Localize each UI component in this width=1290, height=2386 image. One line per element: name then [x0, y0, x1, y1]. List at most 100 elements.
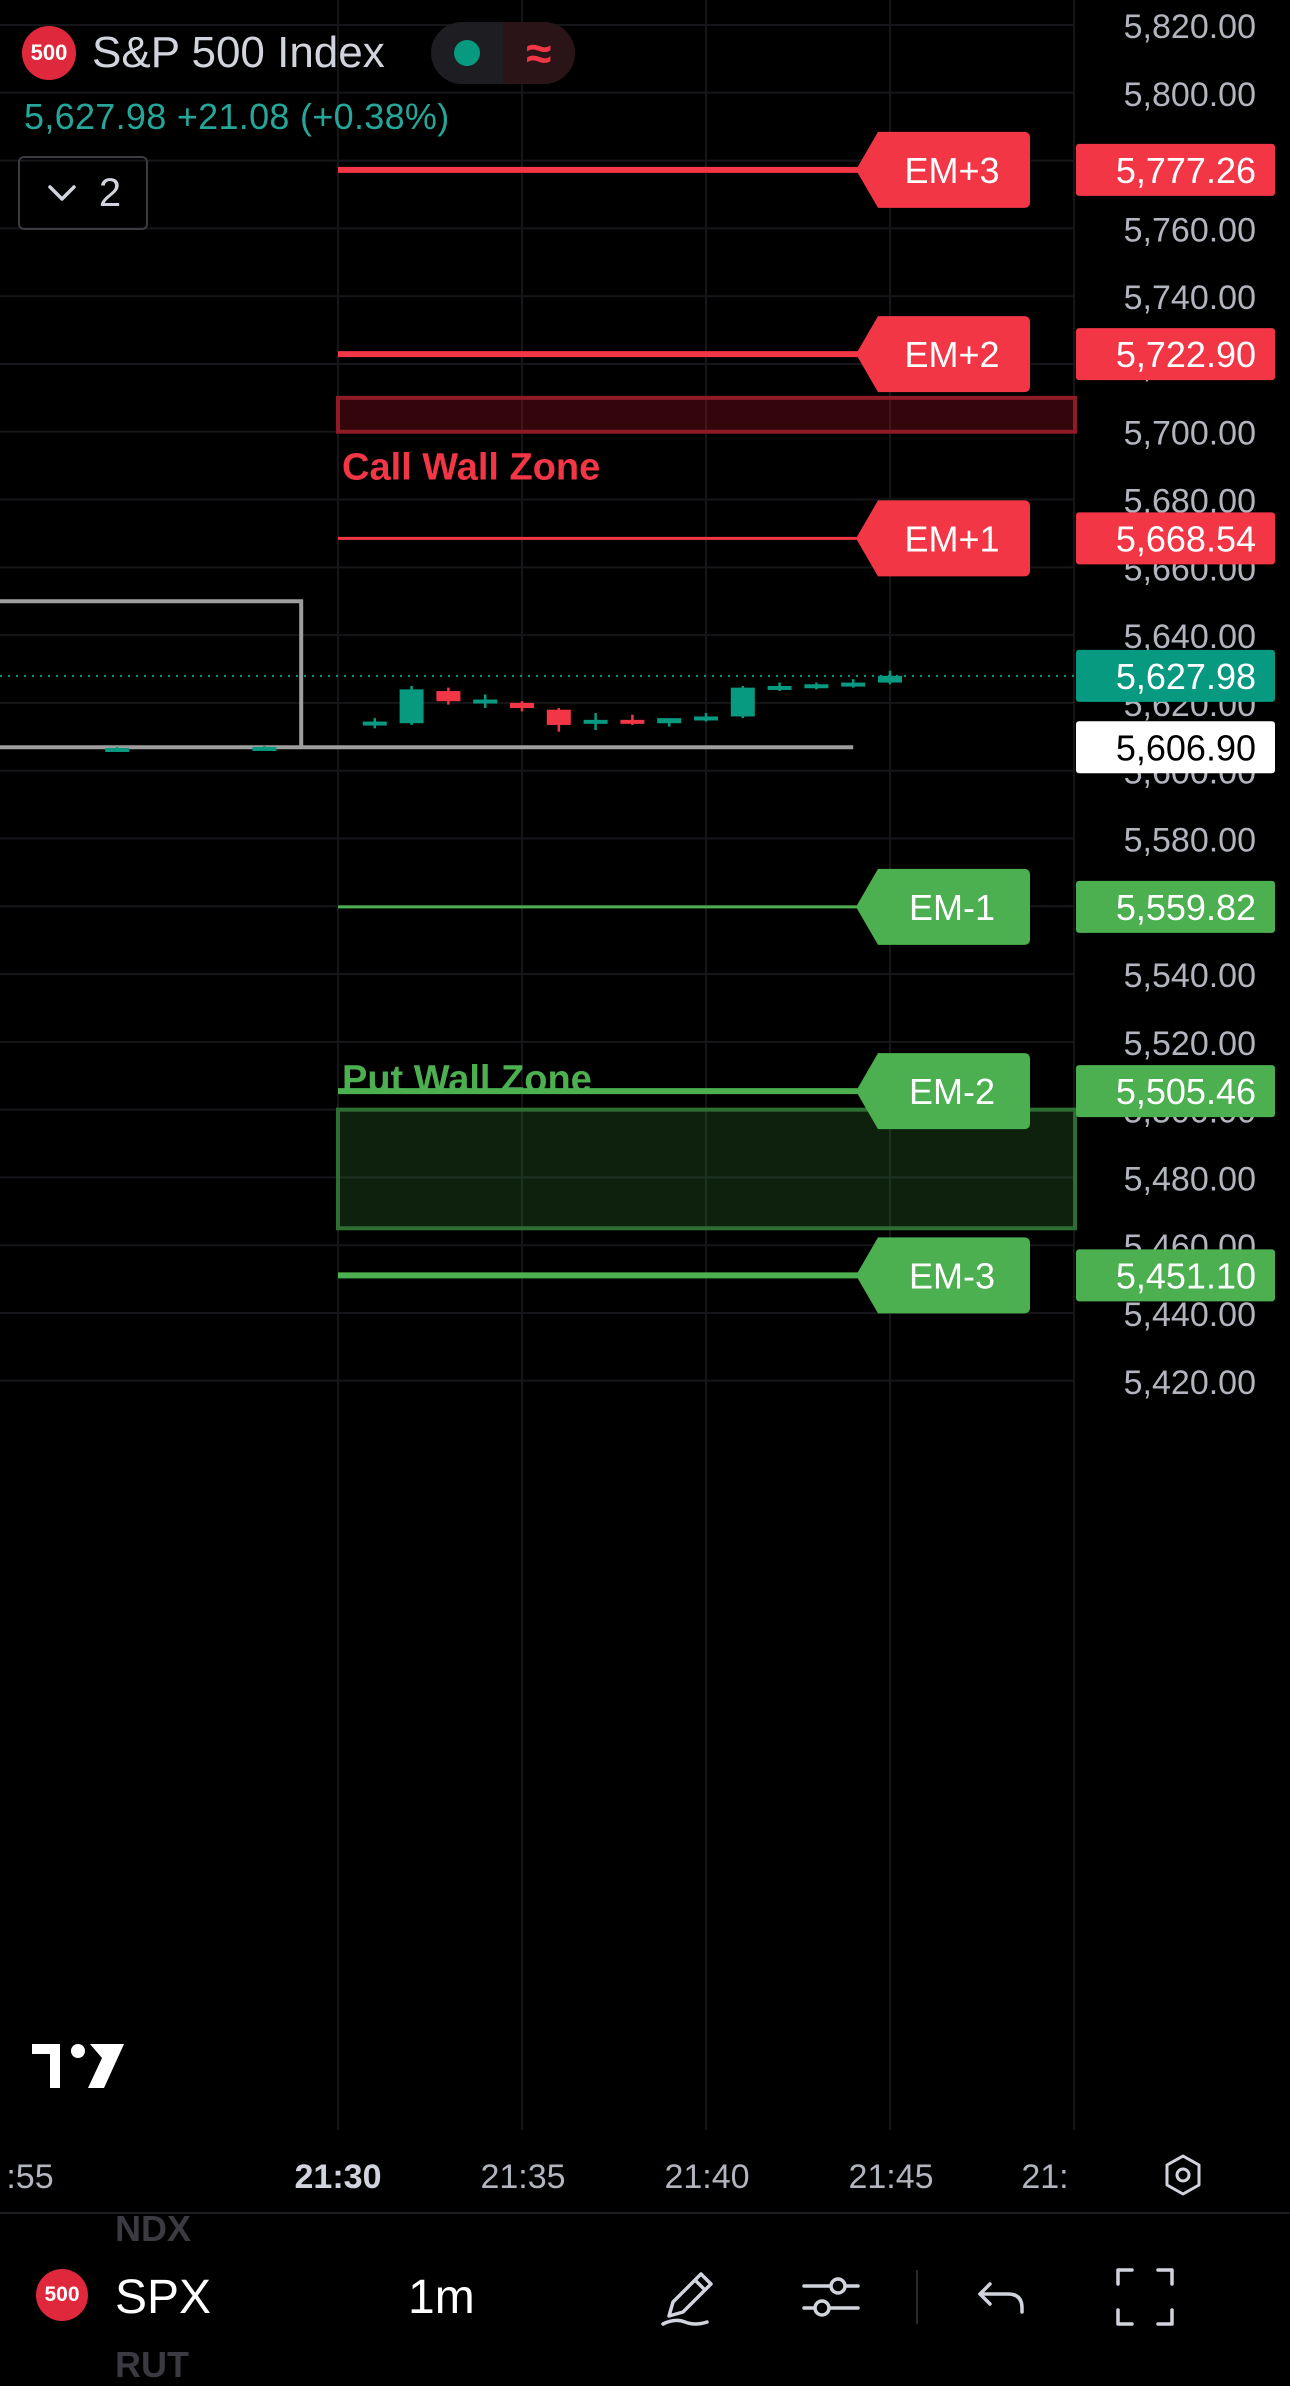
time-tick-label: 21:30 — [295, 2158, 382, 2196]
symbol-selector[interactable]: SPX — [115, 2271, 212, 2324]
level-price-badge-em+2: 5,722.90 — [1076, 328, 1275, 381]
candle — [583, 713, 608, 731]
symbol-badge[interactable]: 500 — [22, 26, 76, 80]
level-price-badge-em-2: 5,505.46 — [1076, 1065, 1275, 1118]
level-tag-em-3: EM-3 — [856, 1237, 1030, 1314]
marked-price-badge-text: 5,606.90 — [1116, 727, 1256, 768]
price-tick-label: 5,420.00 — [1124, 1364, 1256, 1402]
level-price-badge-em-2-bg — [1076, 1065, 1275, 1118]
tradingview-logo-icon[interactable] — [32, 2040, 132, 2090]
candle-body — [620, 719, 645, 724]
price-tick-label: 5,640.00 — [1124, 618, 1256, 656]
level-tag-em-1: EM-1 — [856, 868, 1030, 945]
marked-price-badge: 5,606.90 — [1076, 721, 1275, 774]
level-price-badge-em+2-bg — [1076, 328, 1275, 381]
level-tag-shape — [856, 868, 1030, 945]
candles — [105, 670, 902, 752]
price-tick-label: 5,760.00 — [1124, 211, 1256, 249]
candle — [252, 745, 277, 751]
candle — [804, 682, 829, 690]
level-price-badge-em+3-text: 5,777.26 — [1116, 150, 1256, 191]
interval-selector[interactable]: 1m — [408, 2271, 475, 2324]
candle — [105, 746, 130, 752]
candle-body — [252, 746, 277, 751]
candle — [620, 714, 645, 725]
indicators-collapse-button[interactable]: 2 — [18, 156, 148, 230]
call-wall-label: Call Wall Zone — [342, 447, 600, 489]
price-tick-label: 5,740.00 — [1124, 279, 1256, 317]
level-tag-label: EM-3 — [909, 1255, 995, 1296]
em-levels: EM+3 EM+2 EM+1 EM-1 EM-2 EM-3 — [338, 131, 1030, 1314]
candle — [399, 685, 424, 725]
level-price-badge-em-1: 5,559.82 — [1076, 880, 1275, 933]
level-tag-label: EM+2 — [904, 334, 999, 375]
candle-body — [399, 689, 424, 724]
last-price-badge-text: 5,627.98 — [1116, 656, 1256, 697]
time-axis[interactable]: :55 21:30 21:35 21:40 21:45 21: — [6, 2158, 1068, 2196]
put-wall-zone — [336, 1107, 1077, 1231]
level-price-badge-em-1-bg — [1076, 880, 1275, 933]
price-tick-label: 5,540.00 — [1124, 957, 1256, 995]
level-price-badge-em-2-text: 5,505.46 — [1116, 1071, 1256, 1112]
toolbar-separator — [916, 2270, 918, 2324]
candle-body — [841, 682, 866, 687]
candle — [436, 687, 461, 705]
level-price-badge-em+1-bg — [1076, 512, 1275, 565]
candle — [546, 707, 571, 732]
undo-icon[interactable] — [968, 2264, 1034, 2330]
level-tag-shape — [856, 1053, 1030, 1130]
time-tick-label: 21:35 — [480, 2158, 565, 2196]
put-wall-label: Put Wall Zone — [342, 1059, 592, 1101]
market-status-pill[interactable]: ≈ — [430, 22, 575, 84]
level-tag-label: EM+1 — [904, 518, 999, 559]
price-chart[interactable]: Call Wall Zone Put Wall Zone EM+3 EM+2 EM+1… — [0, 0, 1290, 2210]
pencil-icon[interactable] — [655, 2264, 721, 2330]
candle — [473, 694, 498, 708]
last-price-badge: 5,627.98 — [1076, 649, 1275, 702]
bottom-toolbar: NDX RUT 500 SPX 1m — [0, 2208, 1290, 2385]
level-price-badge-em+1: 5,668.54 — [1076, 512, 1275, 565]
level-price-badge-em+1-text: 5,668.54 — [1116, 518, 1256, 559]
time-tick-label: 21:40 — [664, 2158, 749, 2196]
fullscreen-icon[interactable] — [1112, 2264, 1178, 2330]
price-tick-label: 5,440.00 — [1124, 1296, 1256, 1334]
time-tick-label: 21:45 — [848, 2158, 933, 2196]
candle-body — [694, 716, 718, 721]
candle — [730, 685, 755, 719]
candle-body — [804, 684, 829, 689]
last-price-badge-bg — [1076, 649, 1275, 702]
symbol-title[interactable]: S&P 500 Index — [92, 28, 385, 77]
chart-settings-icon[interactable] — [1160, 2152, 1206, 2198]
candle — [510, 701, 534, 712]
level-price-badge-em+3-bg — [1076, 143, 1275, 196]
symbol-badge[interactable]: 500 — [36, 2269, 88, 2321]
candle-body — [510, 702, 534, 708]
price-axis[interactable]: 5,820.005,800.005,780.005,760.005,740.00… — [1076, 8, 1275, 1402]
level-price-badge-em-3-bg — [1076, 1249, 1275, 1302]
price-quote: 5,627.98 +21.08 (+0.38%) — [24, 96, 450, 137]
level-tag-em+1: EM+1 — [856, 500, 1030, 577]
level-price-badge-em+3: 5,777.26 — [1076, 143, 1275, 196]
ghost-symbol-below: RUT — [115, 2344, 189, 2385]
level-tag-label: EM+3 — [904, 150, 999, 191]
price-tick-label: 5,480.00 — [1124, 1160, 1256, 1198]
candle — [694, 713, 718, 722]
range-box — [0, 599, 854, 750]
candle — [878, 670, 902, 685]
price-tick-label: 5,820.00 — [1124, 8, 1256, 46]
level-tag-label: EM-2 — [909, 1071, 995, 1112]
candle-body — [473, 699, 498, 704]
market-open-indicator — [431, 22, 503, 84]
sliders-icon[interactable] — [798, 2264, 864, 2330]
marked-price-badge-bg — [1076, 721, 1275, 774]
time-tick-label: 21: — [1021, 2158, 1068, 2196]
candle — [362, 718, 387, 729]
level-price-badge-em-3: 5,451.10 — [1076, 1249, 1275, 1302]
level-tag-shape — [856, 316, 1030, 393]
symbol-header: 500 S&P 500 Index ≈ — [22, 18, 575, 88]
level-tag-shape — [856, 131, 1030, 208]
candle-body — [546, 709, 571, 725]
indicators-count: 2 — [98, 170, 122, 215]
chevron-down-icon — [48, 185, 76, 201]
status-dot-icon — [453, 40, 480, 66]
